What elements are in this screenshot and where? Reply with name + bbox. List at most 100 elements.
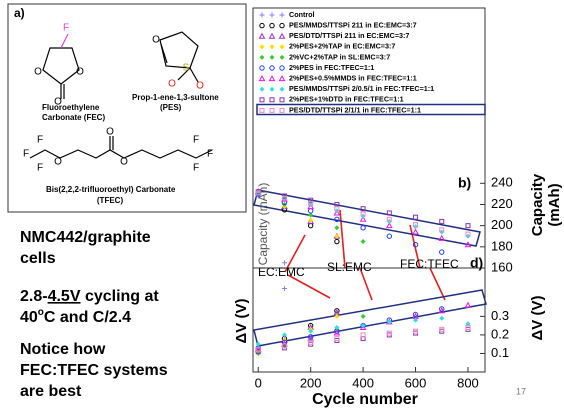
point: [359, 215, 367, 222]
point: [386, 210, 392, 216]
point: [439, 227, 445, 233]
x-tick-label: 200: [300, 375, 322, 390]
molecule-name: Carbonate (FEC): [42, 113, 105, 122]
point: [308, 200, 314, 206]
point: [464, 301, 472, 308]
point: [255, 190, 261, 196]
point: [464, 241, 472, 248]
point: [360, 225, 366, 231]
point: [308, 212, 314, 218]
legend-marker: [258, 32, 266, 39]
point: [281, 343, 287, 349]
point: [386, 330, 392, 336]
point: [438, 234, 446, 241]
panel-label: b): [458, 175, 471, 191]
y-tick-label: 200: [491, 217, 513, 232]
point: [334, 225, 340, 231]
atom-label: O: [34, 67, 42, 78]
legend-marker: [269, 44, 275, 50]
atom-label: O: [152, 35, 160, 46]
y-axis-title: ΔV (V): [233, 299, 250, 344]
y-axis-title: Capacity (mAh): [256, 183, 270, 266]
point: [308, 217, 314, 223]
point: [360, 211, 366, 217]
point: [307, 203, 315, 210]
legend-marker: [269, 54, 275, 60]
point: [308, 339, 314, 345]
point: [334, 324, 340, 330]
panel-label: a): [14, 6, 25, 20]
text-part: 4.5V: [48, 288, 81, 305]
atom-label: F: [37, 135, 43, 146]
text-part: 2.8-: [20, 288, 48, 305]
atom-label: O: [168, 79, 176, 90]
legend-label: PES/DTD/TTSPi 2/1/1 in FEC:TFEC=1:1: [289, 105, 421, 114]
point: [386, 216, 392, 222]
point: [334, 233, 340, 239]
point: [334, 313, 340, 319]
point: [281, 195, 287, 201]
atom-label: F: [23, 149, 29, 160]
legend-label: 2%PES+2%TAP in EC:EMC=3:7: [289, 42, 395, 51]
atom-label: O: [76, 67, 84, 78]
point: [360, 313, 366, 319]
legend-label: PES/MMDS/TTSPi 211 in EC:EMC=3:7: [289, 21, 417, 30]
series: [255, 324, 471, 353]
point: [255, 341, 261, 347]
atom-label: F: [37, 163, 43, 174]
legend-marker: [278, 75, 286, 82]
legend-marker: [269, 107, 275, 113]
point: [439, 249, 445, 255]
atom-label: F: [63, 23, 69, 34]
y-axis-title-right: ΔV (V): [529, 296, 546, 341]
molecule-name: Bis(2,2,2-trifluoroethyl) Carbonate: [46, 185, 176, 194]
atom-label: F: [193, 163, 199, 174]
legend-marker: [279, 86, 285, 92]
series: [255, 315, 471, 347]
y-tick-label: 220: [491, 196, 513, 211]
annotation: SL:EMC: [327, 260, 372, 274]
body-text: NMC442/graphite: [20, 229, 151, 246]
y-tick-label: 240: [491, 175, 513, 190]
point: [334, 336, 340, 342]
x-axis-title: Cycle number: [312, 391, 418, 408]
legend-marker: [269, 65, 275, 71]
point: [413, 317, 419, 323]
point: [359, 323, 367, 330]
legend-label: 2%PES in FEC:TFEC=1:1: [289, 63, 374, 72]
molecule-name: (PES): [160, 103, 182, 112]
point: [386, 233, 393, 239]
y-tick-label: 0.2: [491, 326, 509, 341]
point: [308, 197, 314, 203]
page-number: 17: [516, 386, 526, 396]
legend-label: PES/DTD/TTSPi 211 in EC:EMC=3:7: [289, 31, 409, 40]
point: [334, 206, 340, 212]
point: [438, 307, 446, 314]
atom-label: F: [207, 149, 213, 160]
body-text: FEC:TFEC systems: [20, 362, 168, 379]
y-tick-label: 160: [491, 259, 513, 274]
text-part: cycling at: [81, 288, 160, 305]
point: [281, 260, 287, 266]
point: [465, 231, 471, 237]
legend-marker: [279, 12, 285, 18]
x-tick-label: 600: [405, 375, 427, 390]
y-axis-title-right: Capacity: [529, 173, 546, 236]
atom-label: S: [183, 63, 190, 74]
legend-marker: [268, 75, 276, 82]
body-text: 2.8-4.5V cycling at: [20, 288, 159, 305]
atom-label: O: [196, 81, 204, 92]
point: [281, 286, 287, 292]
highlight-boxes: [253, 189, 487, 347]
legend-marker: [279, 22, 285, 29]
legend-marker: [269, 12, 275, 18]
legend-marker: [279, 107, 285, 113]
legend-label: 2%VC+2%TAP in SL:EMC=3:7: [289, 52, 390, 61]
text-part: 40: [20, 309, 38, 326]
legend-marker: [259, 12, 265, 18]
legend-marker: [258, 75, 266, 82]
point: [412, 228, 419, 235]
legend-marker: [278, 32, 286, 39]
point: [412, 311, 419, 318]
